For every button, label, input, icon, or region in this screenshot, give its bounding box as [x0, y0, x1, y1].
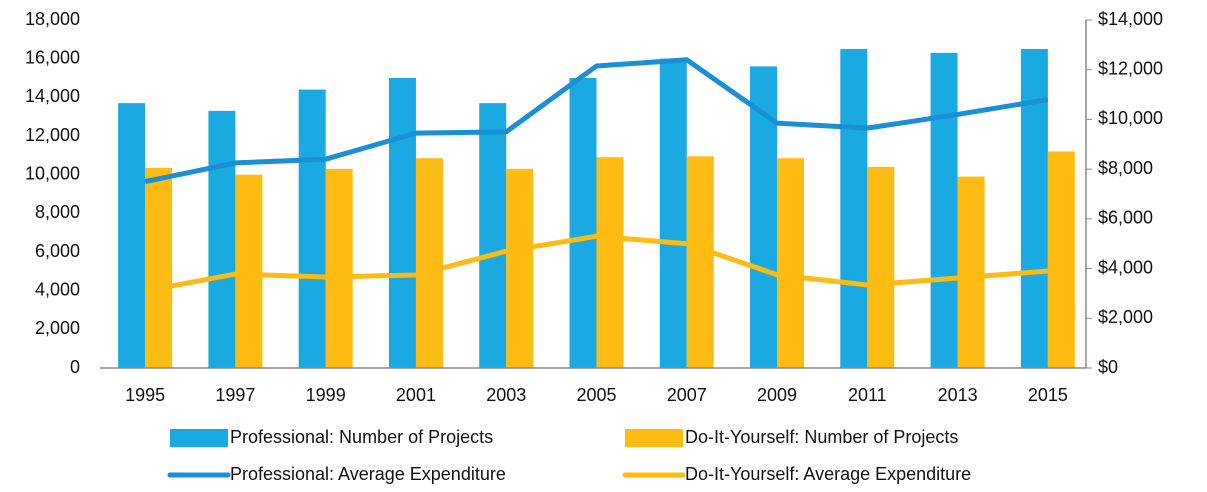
- line: [144, 57, 1049, 185]
- y2-tick-label: $0: [1098, 357, 1118, 377]
- y2-tick-label: $14,000: [1098, 9, 1163, 29]
- bar: [686, 156, 714, 368]
- line: [144, 233, 1049, 294]
- bar: [325, 168, 353, 368]
- bar: [569, 78, 597, 368]
- bar: [298, 89, 326, 368]
- bar: [145, 167, 173, 368]
- legend-swatch: [625, 429, 683, 447]
- bar: [596, 157, 624, 368]
- y2-tick-label: $10,000: [1098, 108, 1163, 128]
- x-tick-label: 1997: [215, 385, 255, 405]
- bar: [867, 166, 895, 368]
- x-tick-label: 2007: [667, 385, 707, 405]
- y-tick-label: 14,000: [25, 86, 80, 106]
- bar: [118, 103, 146, 368]
- x-tick-label: 2009: [757, 385, 797, 405]
- y-tick-label: 10,000: [25, 163, 80, 183]
- x-tick-label: 2015: [1028, 385, 1068, 405]
- bar: [415, 158, 443, 368]
- bar: [235, 174, 263, 368]
- y2-tick-label: $12,000: [1098, 58, 1163, 78]
- bar: [208, 110, 236, 368]
- x-tick-label: 2003: [486, 385, 526, 405]
- bar: [479, 103, 507, 368]
- bar: [388, 78, 416, 368]
- x-tick-label: 1999: [306, 385, 346, 405]
- y-tick-label: 2,000: [35, 318, 80, 338]
- x-tick-label: 2011: [848, 385, 887, 405]
- x-tick-label: 1995: [125, 385, 165, 405]
- bar: [1020, 49, 1048, 368]
- y-tick-label: 4,000: [35, 279, 80, 299]
- y-tick-label: 6,000: [35, 241, 80, 261]
- legend-label: Professional: Number of Projects: [230, 427, 493, 447]
- legend-label: Professional: Average Expenditure: [230, 464, 506, 484]
- y-tick-label: 12,000: [25, 125, 80, 145]
- y2-tick-label: $8,000: [1098, 158, 1153, 178]
- x-tick-label: 2013: [938, 385, 978, 405]
- x-tick-label: 2001: [396, 385, 436, 405]
- legend-label: Do-It-Yourself: Number of Projects: [685, 427, 958, 447]
- bar: [1047, 151, 1075, 368]
- y-tick-label: 0: [70, 357, 80, 377]
- legend-swatch: [170, 429, 228, 447]
- bar: [506, 168, 534, 368]
- y2-tick-label: $6,000: [1098, 208, 1153, 228]
- legend-label: Do-It-Yourself: Average Expenditure: [685, 464, 971, 484]
- bar: [840, 49, 868, 368]
- y2-tick-label: $4,000: [1098, 257, 1153, 277]
- bar: [930, 52, 958, 368]
- y-tick-label: 16,000: [25, 47, 80, 67]
- y-tick-label: 18,000: [25, 9, 80, 29]
- bar: [957, 176, 985, 368]
- x-tick-label: 2005: [576, 385, 616, 405]
- bar: [777, 158, 805, 368]
- y-tick-label: 8,000: [35, 202, 80, 222]
- y2-tick-label: $2,000: [1098, 307, 1153, 327]
- bar: [659, 58, 687, 369]
